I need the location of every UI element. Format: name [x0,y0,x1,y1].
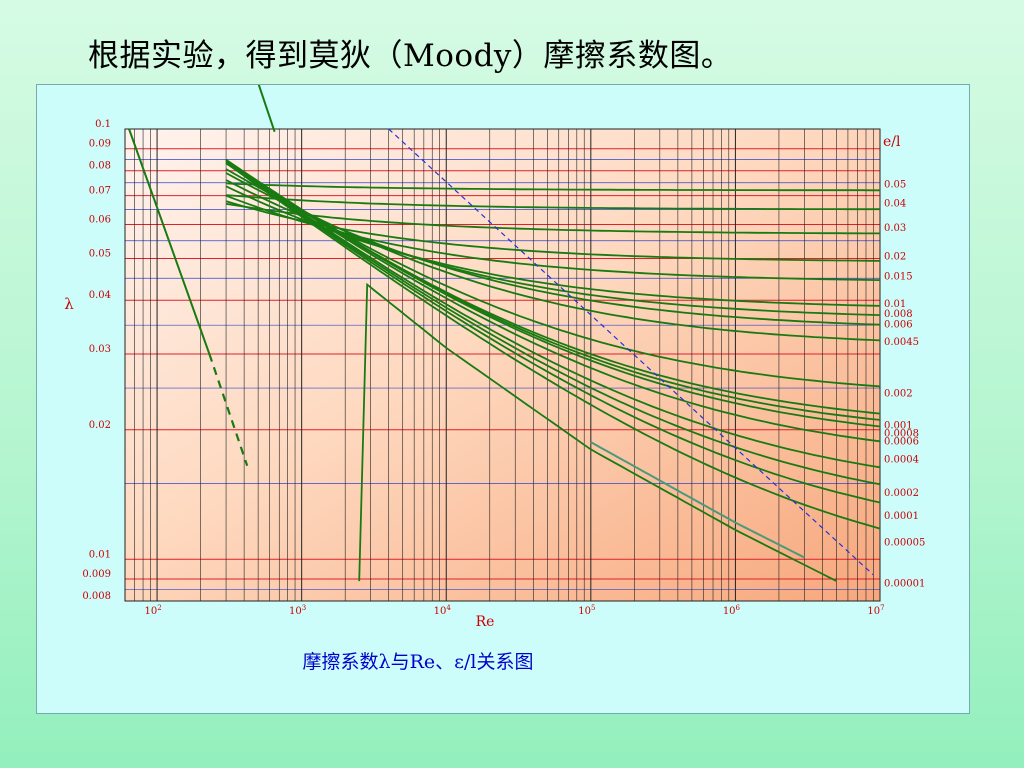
x-tick-label: 107 [867,604,884,617]
roughness-label: 0.002 [884,389,913,400]
roughness-label: 0.04 [884,199,906,210]
roughness-curve [225,159,881,428]
x-axis-label: Re [476,614,495,630]
chart-caption: 摩擦系数λ与Re、ε/l关系图 [303,651,534,673]
roughness-label: 0.015 [884,271,913,282]
roughness-label: 0.0001 [884,511,919,522]
moody-chart: 0.10.090.080.070.060.050.040.030.020.010… [64,0,925,673]
roughness-curve [225,162,881,530]
roughness-label: 0.02 [884,251,906,262]
y-axis-label: λ [64,295,74,313]
y-tick-label: 0.01 [89,549,111,560]
laminar-solid [128,128,211,355]
roughness-label: 0.0045 [884,337,919,348]
roughness-curve [226,182,880,192]
laminar-line [229,0,276,133]
roughness-label: 0.0002 [884,488,919,499]
y-tick-label: 0.08 [89,161,111,172]
y-tick-label: 0.04 [89,290,111,301]
roughness-label: 0.00001 [884,579,925,590]
roughness-curve [225,160,881,469]
plot-border [124,128,881,602]
y-tick-label: 0.009 [82,569,111,580]
y-tick-label: 0.02 [89,420,111,431]
roughness-label: 0.0004 [884,455,919,466]
y-tick-label: 0.1 [95,119,111,130]
roughness-label: 0.00005 [884,537,925,548]
roughness-label: 0.0008 [884,428,919,439]
tick-labels: 0.10.090.080.070.060.050.040.030.020.010… [82,119,925,617]
chart-frame: 0.1 0.09 0.08 0.07 0.06 0.05 0.04 0.03 0.02 0.01 0… [36,0,970,714]
roughness-label: 0.03 [884,223,906,234]
y-tick-label: 0.09 [89,139,111,150]
roughness-label: 0.001 [884,421,913,432]
laminar-dashed [208,353,249,467]
complete-turbulence-boundary [388,128,874,576]
roughness-curve [226,194,880,211]
roughness-curve [225,160,881,486]
roughness-label: 0.0006 [884,436,919,447]
roughness-curve [225,202,880,235]
x-tick-label: 102 [144,604,161,617]
y-tick-label: 0.008 [82,591,111,602]
roughness-axis-label: e/l [883,134,901,150]
roughness-label: 0.008 [884,309,913,320]
slide-title: 根据实验，得到莫狄（Moody）摩擦系数图。 [88,38,733,74]
roughness-label: 0.01 [884,299,906,310]
roughness-label: 0.006 [884,320,913,331]
roughness-curve [225,159,881,443]
curves [128,0,881,582]
x-tick-label: 103 [289,604,306,617]
y-tick-label: 0.05 [89,249,111,260]
roughness-curve [225,161,881,504]
smooth-pipe-curve-2 [590,441,805,559]
x-tick-label: 104 [434,604,452,617]
smooth-pipe-curve [358,282,837,582]
roughness-label: 0.05 [884,179,906,190]
y-tick-label: 0.07 [89,186,111,197]
roughness-curve [225,168,881,342]
roughness-curve [225,200,881,262]
y-tick-label: 0.06 [89,214,111,225]
y-tick-label: 0.03 [89,344,111,355]
x-tick-label: 106 [723,604,741,617]
x-tick-label: 105 [578,604,595,617]
